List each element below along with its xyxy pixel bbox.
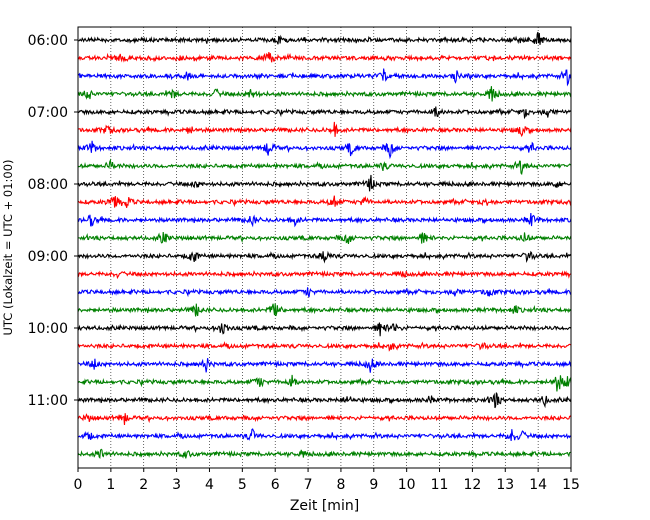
trace-0915 (77, 270, 572, 280)
trace-0900 (77, 250, 572, 264)
y-axis-label: UTC (Lokalzeit = UTC + 01:00) (1, 159, 15, 335)
x-axis: 0 1 2 3 4 5 6 7 8 9 10 11 12 13 14 15 (74, 468, 580, 493)
x-axis-label: Zeit [min] (290, 498, 359, 514)
x-tick-label: 13 (496, 477, 514, 493)
trace-1130 (77, 428, 572, 441)
trace-1000 (77, 322, 572, 337)
trace-0700 (77, 106, 572, 120)
trace-0845 (77, 231, 572, 244)
y-tick-label: 11:00 (28, 393, 68, 409)
trace-0715 (77, 121, 572, 138)
x-tick-label: 14 (529, 477, 547, 493)
x-tick-label: 10 (398, 477, 416, 493)
x-tick-label: 0 (74, 477, 83, 493)
trace-0830 (77, 212, 572, 228)
trace-0615 (77, 51, 572, 63)
trace-1015 (77, 341, 572, 352)
x-tick-label: 1 (106, 477, 115, 493)
trace-1045 (77, 374, 572, 392)
x-tick-label: 15 (562, 477, 580, 493)
trace-0815 (77, 195, 572, 208)
trace-0945 (77, 303, 572, 317)
plot-frame (77, 26, 572, 469)
trace-0630 (77, 68, 572, 87)
y-tick-label: 10:00 (28, 321, 68, 337)
trace-0800 (77, 174, 572, 192)
x-tick-label: 4 (205, 477, 214, 493)
y-axis: 06:00 07:00 08:00 09:00 10:00 11:00 (28, 33, 78, 409)
trace-0930 (77, 287, 572, 298)
trace-0745 (77, 158, 572, 176)
trace-1115 (77, 413, 572, 425)
y-tick-label: 08:00 (28, 177, 68, 193)
trace-1100 (78, 392, 572, 409)
trace-0645 (77, 86, 572, 102)
trace-0600 (77, 31, 572, 45)
seismic-traces (77, 31, 572, 460)
x-tick-label: 5 (238, 477, 247, 493)
y-tick-label: 07:00 (28, 105, 68, 121)
trace-1145 (77, 448, 572, 460)
x-tick-label: 3 (172, 477, 181, 493)
x-tick-label: 11 (431, 477, 449, 493)
x-tick-label: 6 (271, 477, 280, 493)
trace-0730 (77, 140, 572, 160)
trace-1030 (77, 358, 572, 373)
x-tick-label: 12 (463, 477, 481, 493)
x-tick-label: 8 (336, 477, 345, 493)
y-tick-label: 09:00 (28, 249, 68, 265)
x-tick-label: 2 (139, 477, 148, 493)
x-tick-label: 9 (369, 477, 378, 493)
y-tick-label: 06:00 (28, 33, 68, 49)
x-tick-label: 7 (304, 477, 313, 493)
